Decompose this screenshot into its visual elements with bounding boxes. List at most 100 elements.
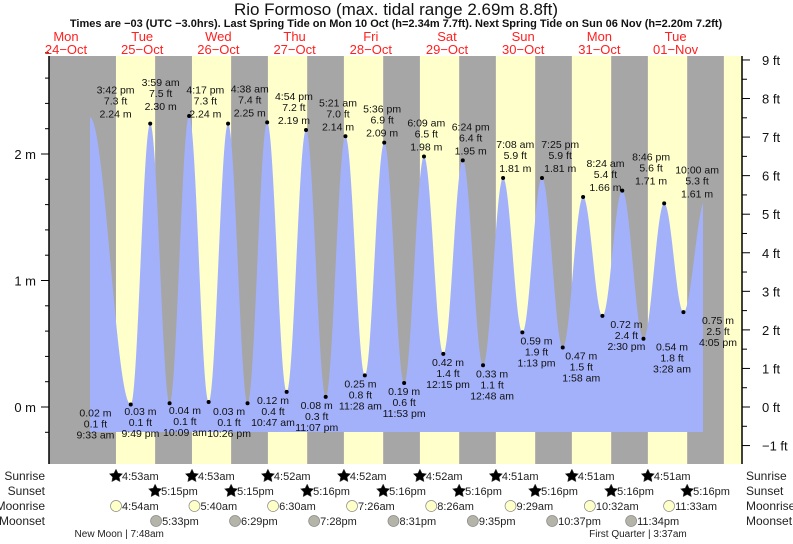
day-label-date: 31−Oct: [578, 42, 621, 57]
tide-time-label: 10:26 pm: [207, 428, 251, 440]
high-tide-marker: 5:21 am7.0 ft2.14 m: [319, 97, 357, 139]
axes: 0 m 1 m 2 m −1 ft 0 ft 1 ft 2 ft 3 ft 4 ft 5 ft 6 …: [14, 29, 788, 464]
high-tide-marker: 8:46 pm5.6 ft1.71 m: [620, 152, 670, 193]
day-label-date: 25−Oct: [121, 42, 164, 57]
right-tick-label: 6 ft: [762, 169, 780, 184]
low-tide-marker: 0.02 m0.1 ft9:33 am: [76, 402, 133, 441]
sunset-time: 5:15pm: [161, 486, 198, 498]
sunrise-time: 4:51am: [578, 471, 615, 483]
day-label-date: 29−Oct: [426, 42, 469, 57]
day-label-dow: Mon: [587, 29, 612, 44]
sunrise-icon: [564, 468, 580, 483]
tide-point: [581, 195, 586, 200]
tide-time-label: 6:24 pm: [452, 121, 490, 133]
tide-ft-label: 5.9 ft: [504, 150, 527, 162]
tide-point: [206, 399, 211, 404]
tide-m-label: 2.25 m: [234, 107, 266, 119]
moonrise-icon: [267, 500, 279, 512]
moonset-icon: [150, 515, 162, 527]
sunset-time: 5:16pm: [465, 486, 502, 498]
moonrise-time: 4:54am: [122, 501, 159, 513]
tide-ft-label: 5.4 ft: [594, 169, 617, 181]
tide-point: [539, 176, 544, 181]
tide-ft-label: 1.4 ft: [436, 368, 459, 380]
sunrise-icon: [184, 468, 200, 483]
right-tick-label: 9 ft: [762, 53, 780, 68]
high-tide-marker: 7:08 am5.9 ft1.81 m: [496, 139, 535, 181]
tide-m-label: 0.08 m: [301, 400, 333, 412]
moonrise-icon: [584, 500, 596, 512]
moonset-row-label-left: Moonset: [0, 514, 46, 528]
tide-time-label: 4:38 am: [231, 83, 269, 95]
tide-ft-label: 6.4 ft: [459, 132, 482, 144]
moon-phase-label: New Moon | 7:48am: [75, 529, 164, 539]
chart-subtitle: Times are −03 (UTC −3.0hrs). Last Spring…: [70, 18, 723, 30]
high-tide-marker: 10:00 am5.3 ft1.61 m: [662, 164, 719, 206]
tide-point: [441, 351, 446, 356]
tide-point: [187, 114, 192, 119]
moonrise-row-label-left: Moonrise: [0, 499, 45, 513]
sunset-row-label-left: Sunset: [8, 484, 46, 498]
tide-curve: [90, 116, 703, 432]
tide-time-label: 5:36 pm: [363, 104, 401, 116]
tide-m-label: 0.04 m: [169, 405, 201, 417]
sunrise-time: 4:51am: [654, 471, 691, 483]
sunrise-icon: [488, 468, 504, 483]
tide-time-label: 8:24 am: [587, 158, 625, 170]
day-label-dow: Tue: [665, 29, 687, 44]
tide-ft-label: 1.5 ft: [570, 362, 593, 374]
high-tide-marker: 8:24 am5.4 ft1.66 m: [581, 158, 625, 200]
right-tick-label: 1 ft: [762, 361, 780, 376]
moonrise-icon: [425, 500, 438, 512]
right-tick-label: 4 ft: [762, 246, 780, 261]
left-tick-label: 0 m: [14, 400, 36, 415]
high-tide-marker: 4:38 am7.4 ft2.25 m: [231, 83, 270, 125]
tide-m-label: 0.02 m: [79, 407, 111, 419]
sunrise-icon: [108, 468, 124, 483]
high-tide-marker: 6:09 am6.5 ft1.98 m: [407, 118, 446, 159]
moonset-time: 7:28pm: [320, 516, 357, 528]
sunset-icon: [375, 483, 391, 498]
moonrise-icon: [110, 500, 122, 512]
high-tide-marker: 4:54 pm7.2 ft2.19 m: [275, 91, 313, 132]
moonset-icon: [387, 515, 400, 527]
moonset-icon: [308, 515, 320, 527]
moonrise-time: 11:33am: [675, 501, 717, 513]
tide-time-label: 10:47 am: [251, 417, 295, 429]
sunrise-icon: [640, 468, 656, 483]
tide-ft-label: 0.1 ft: [217, 417, 240, 429]
tide-point: [245, 401, 250, 406]
chart-title: Rio Formoso (max. tidal range 2.69m 8.8f…: [234, 0, 558, 19]
tide-time-label: 5:21 am: [319, 97, 357, 109]
right-tick-label: 0 ft: [762, 400, 780, 415]
tide-m-label: 2.09 m: [366, 128, 398, 140]
sunset-icon: [451, 483, 467, 498]
moonrise-time: 5:40am: [200, 501, 237, 513]
right-tick-label: 7 ft: [762, 130, 780, 145]
tide-m-label: 0.59 m: [520, 335, 552, 347]
day-label-dow: Mon: [53, 29, 78, 44]
tide-ft-label: 2.4 ft: [615, 330, 638, 342]
right-tick-label: 2 ft: [762, 323, 780, 338]
tide-ft-label: 5.9 ft: [549, 150, 572, 162]
moonset-row-label-right: Moonset: [746, 514, 793, 528]
moonrise-time: 8:26am: [437, 501, 474, 513]
tide-point: [402, 380, 407, 385]
tide-m-label: 1.66 m: [589, 182, 621, 194]
moonrise-icon: [346, 500, 358, 512]
moonrise-row-label-right: Moonrise: [746, 499, 793, 513]
tide-ft-label: 1.1 ft: [480, 379, 503, 391]
tide-point: [128, 402, 133, 407]
tide-point: [362, 373, 367, 378]
tide-time-label: 2:30 pm: [607, 341, 645, 353]
sunset-time: 5:16pm: [617, 486, 654, 498]
tide-time-label: 4:54 pm: [275, 91, 313, 103]
moonrise-icon: [504, 500, 517, 512]
sunset-icon: [679, 483, 695, 498]
tide-time-label: 3:59 am: [142, 77, 180, 89]
tide-point: [501, 176, 506, 181]
tide-point: [284, 389, 289, 394]
